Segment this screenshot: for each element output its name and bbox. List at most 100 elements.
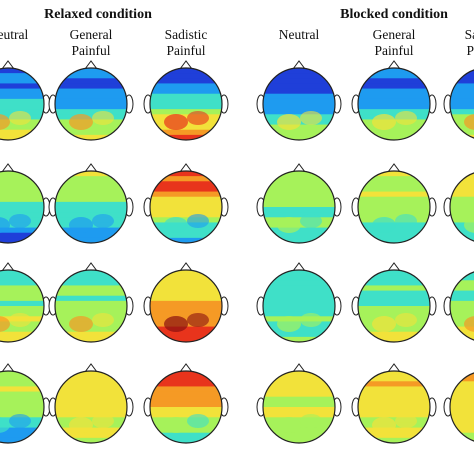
- topomap-blob: [164, 114, 188, 130]
- topomap-band: [150, 285, 222, 292]
- topomap-band: [358, 427, 430, 434]
- topomap-band: [358, 331, 430, 338]
- topomap-band: [450, 207, 474, 213]
- blocked-col-sadistic-painful-label: Sadistic Painful: [464, 27, 474, 58]
- topomap-band: [263, 212, 335, 218]
- topomap-band: [263, 98, 335, 105]
- topomap-band: [150, 124, 222, 131]
- topomap-band: [263, 83, 335, 90]
- topomap-band: [55, 407, 127, 413]
- topomap-band: [55, 300, 127, 307]
- topomap-band: [263, 437, 335, 443]
- topomap-band: [263, 407, 335, 413]
- topomap-band: [0, 376, 44, 382]
- topomap-band: [0, 93, 44, 100]
- head-outline: [449, 69, 474, 139]
- head-outline: [262, 67, 336, 141]
- topomap-band: [0, 386, 44, 393]
- topomap-band: [150, 270, 222, 276]
- topomap-band: [55, 331, 127, 338]
- topomap-band: [150, 181, 222, 188]
- topomap-band: [55, 212, 127, 218]
- topomap-relaxed-row3-col2: [48, 262, 134, 343]
- topomap-blob: [9, 214, 31, 228]
- topomap-band: [358, 376, 430, 382]
- topomap-band: [263, 104, 335, 110]
- topomap-band: [358, 316, 430, 323]
- topomap-blob: [187, 313, 209, 327]
- topomap-blocked-row4-col2: [351, 363, 437, 444]
- topomap-band: [0, 201, 44, 208]
- topomap-band: [358, 300, 430, 307]
- topomap-band: [150, 427, 222, 434]
- topomap-blob: [92, 111, 114, 125]
- topomap-band: [263, 300, 335, 307]
- topomap-band: [450, 181, 474, 188]
- topomap-band: [263, 336, 335, 342]
- topomap-band: [0, 432, 44, 439]
- topomap-band: [450, 306, 474, 312]
- topomap-band: [55, 171, 127, 177]
- topomap-band: [450, 222, 474, 229]
- blocked-col-general-painful-label: General Painful: [372, 27, 416, 58]
- topomap-band: [55, 437, 127, 443]
- topomap-band: [358, 336, 430, 342]
- topomap-band: [450, 326, 474, 333]
- topomap-band: [358, 68, 430, 74]
- topomap-band: [55, 134, 127, 140]
- topomap-band: [263, 124, 335, 131]
- topomap-relaxed-row3-col3: [143, 262, 229, 343]
- topomap-band: [358, 93, 430, 100]
- topomap-band: [0, 227, 44, 234]
- head-outline: [449, 271, 474, 341]
- head-outline: [357, 370, 431, 444]
- topomap-band: [55, 381, 127, 388]
- topomap-band: [55, 109, 127, 115]
- topomap-band: [150, 290, 222, 297]
- topomap-blocked-row3-col2: [351, 262, 437, 343]
- topomap-band: [358, 311, 430, 317]
- topomap-band: [263, 311, 335, 317]
- topomap-band: [450, 407, 474, 413]
- topomap-band: [450, 290, 474, 297]
- topomap-relaxed-row1-col2: [48, 60, 134, 141]
- topomap-band: [55, 306, 127, 312]
- topomap-band: [450, 191, 474, 198]
- topomap-band: [450, 68, 474, 74]
- topomap-band: [0, 98, 44, 105]
- topomap-band: [150, 306, 222, 312]
- topomap-band: [450, 412, 474, 418]
- topomap-band: [55, 280, 127, 287]
- topomap-band: [150, 331, 222, 338]
- topomap-band: [450, 78, 474, 85]
- relaxed-col-sadistic-painful-label: Sadistic Painful: [164, 27, 208, 58]
- topomap-band: [263, 191, 335, 198]
- topomap-band: [150, 396, 222, 403]
- topomap-blob: [69, 316, 93, 332]
- topomap-blocked-row1-col1: [256, 60, 342, 141]
- topomap-band: [358, 176, 430, 182]
- topomap-blob: [0, 316, 10, 332]
- topomap-band: [358, 201, 430, 208]
- head-outline: [54, 269, 128, 343]
- topomap-band: [150, 98, 222, 105]
- topomap-band: [150, 227, 222, 234]
- topomap-blob: [277, 316, 301, 332]
- topomap-blocked-row4-col1: [256, 363, 342, 444]
- topomap-band: [55, 376, 127, 382]
- topomap-band: [450, 381, 474, 388]
- topomap-band: [450, 270, 474, 276]
- topomap-band: [150, 412, 222, 418]
- head-outline: [0, 370, 45, 444]
- head-outline: [357, 67, 431, 141]
- topomap-blob: [187, 111, 209, 125]
- topomap-band: [0, 275, 44, 281]
- topomap-band: [450, 336, 474, 342]
- topomap-band: [0, 407, 44, 413]
- topomap-blocked-row2-col1: [256, 163, 342, 244]
- topomap-relaxed-row2-col3: [143, 163, 229, 244]
- topomap-band: [450, 417, 474, 424]
- topomap-band: [150, 275, 222, 281]
- topomap-band: [450, 186, 474, 193]
